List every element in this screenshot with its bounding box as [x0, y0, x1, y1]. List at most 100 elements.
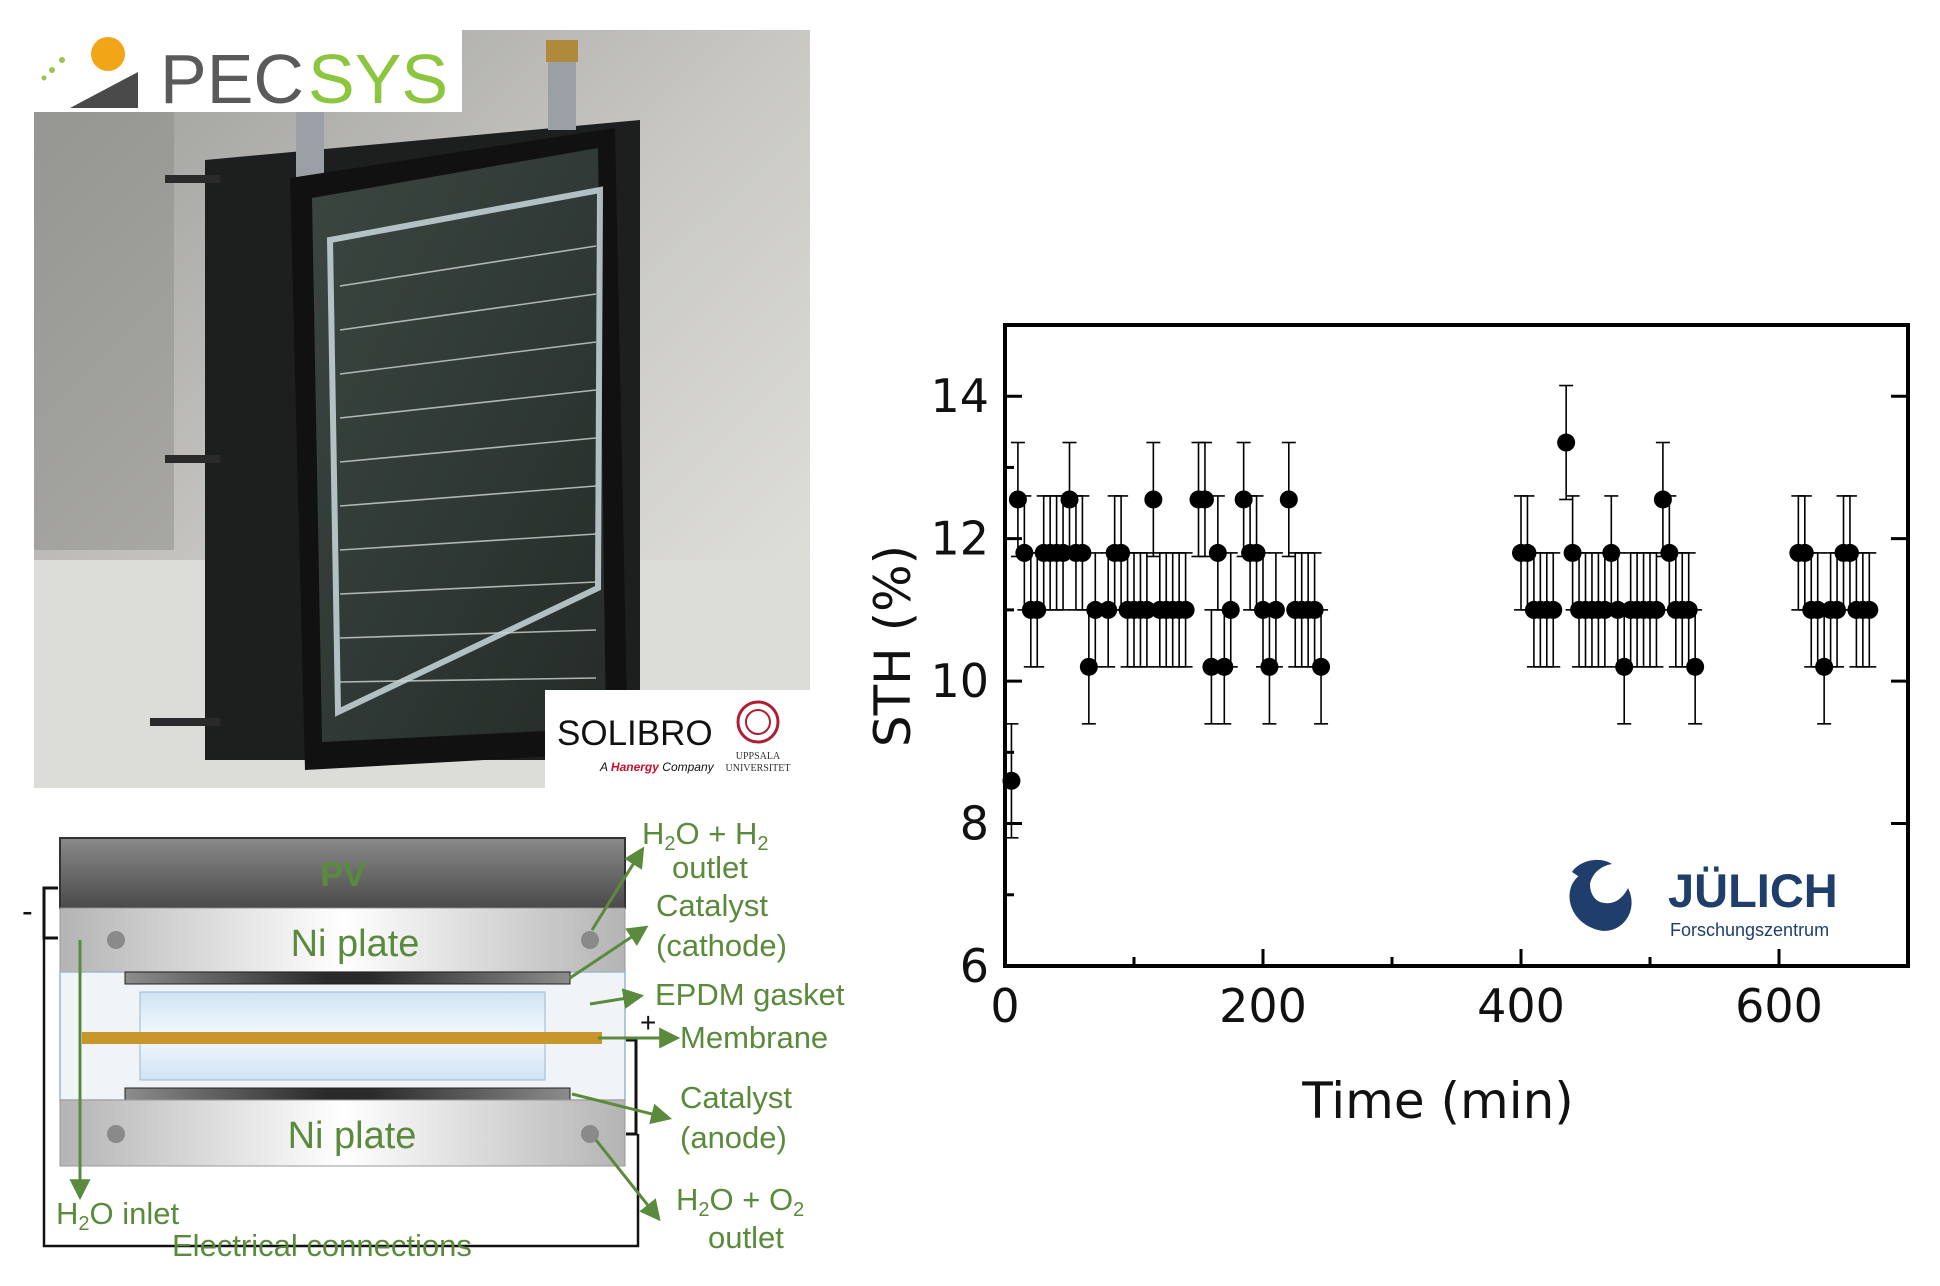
pv-layer: [59, 837, 626, 909]
membrane: [82, 1032, 602, 1044]
data-point: [1660, 543, 1679, 562]
y-tick-label: 12: [930, 512, 989, 566]
data-point: [1099, 600, 1118, 619]
solibro-tag-c: Company: [659, 760, 715, 774]
data-point: [1518, 543, 1537, 562]
data-points: [1002, 433, 1879, 790]
data-point: [1312, 657, 1331, 676]
data-point: [1815, 657, 1834, 676]
label-h2o-h2-line1: H2O + H2: [642, 816, 768, 855]
data-point: [1686, 657, 1705, 676]
data-point: [1008, 490, 1027, 509]
y-tick-label: 6: [960, 939, 989, 993]
ni-plate-top: [59, 907, 626, 973]
data-point: [1254, 600, 1272, 619]
uppsala-seal-icon: [736, 700, 780, 744]
data-point: [1653, 490, 1672, 509]
sth-chart: 0 200 400 600 6 8 10 12 14 Time (min) STH (%): [864, 323, 1910, 1130]
svg-text:A Hanergy Company: A Hanergy Company: [599, 760, 715, 774]
data-point: [1602, 543, 1621, 562]
label-h2o-o2-line1: H2O + O2: [676, 1182, 804, 1221]
label-h2o-inlet: H2O inlet: [56, 1196, 179, 1235]
data-point: [1195, 490, 1214, 509]
pecsys-logo: PEC SYS: [34, 30, 462, 118]
device-photo: [34, 30, 810, 788]
sun-icon: [91, 37, 125, 71]
x-tick-label: 600: [1735, 979, 1823, 1033]
label-electrical: Electrical connections: [172, 1228, 472, 1263]
julich-text: JÜLICH: [1668, 864, 1838, 917]
data-point: [1202, 657, 1221, 676]
julich-emblem-icon: [1569, 870, 1632, 931]
data-point: [1086, 600, 1105, 619]
data-point: [1073, 543, 1092, 562]
y-tick-label: 14: [930, 369, 989, 423]
data-point: [1608, 600, 1627, 619]
data-point: [1615, 657, 1634, 676]
plot-frame: [1003, 323, 1910, 968]
x-axis-label: Time (min): [1301, 1072, 1574, 1130]
data-point: [1647, 600, 1666, 619]
data-point: [1234, 490, 1253, 509]
solibro-text: SOLIBRO: [557, 714, 713, 753]
data-point: [1215, 657, 1234, 676]
x-tick-label: 0: [990, 979, 1019, 1033]
data-point: [1563, 543, 1582, 562]
label-cat-cathode-line2: (cathode): [656, 928, 787, 963]
cell-schematic: PV Ni plate Ni plate - +: [22, 816, 845, 1263]
data-point: [1808, 600, 1827, 619]
data-point: [1028, 600, 1047, 619]
catalyst-anode: [124, 1087, 571, 1101]
axis-ticks: 0 200 400 600 6 8 10 12 14: [930, 369, 1908, 1033]
data-point: [1279, 490, 1298, 509]
y-axis-label: STH (%): [864, 545, 922, 747]
pv-label: PV: [320, 856, 366, 894]
data-point: [1176, 600, 1195, 619]
catalyst-cathode: [124, 971, 571, 985]
x-tick-label: 200: [1219, 979, 1307, 1033]
plus-sign: +: [640, 1007, 656, 1038]
label-cat-anode-line2: (anode): [680, 1120, 787, 1155]
ni-plate-bottom: [59, 1099, 626, 1167]
data-point: [1266, 600, 1285, 619]
data-point: [1595, 600, 1614, 619]
uppsala-text-2: UNIVERSITET: [726, 763, 791, 774]
minus-sign: -: [22, 893, 33, 929]
data-point: [1112, 543, 1131, 562]
y-tick-label: 10: [930, 654, 989, 708]
data-point: [1828, 600, 1847, 619]
pecsys-text-b: SYS: [308, 40, 448, 118]
data-point: [1544, 600, 1563, 619]
label-cat-cathode-line1: Catalyst: [656, 888, 768, 923]
label-cat-anode-line1: Catalyst: [680, 1080, 792, 1115]
data-point: [1137, 600, 1156, 619]
data-point: [1247, 543, 1266, 562]
label-membrane: Membrane: [680, 1020, 828, 1055]
data-point: [1860, 600, 1879, 619]
data-point: [1144, 490, 1163, 509]
solibro-tag-b: Hanergy: [611, 760, 660, 774]
data-point: [1305, 600, 1324, 619]
data-point: [1557, 433, 1576, 452]
label-h2o-h2-line2: outlet: [672, 850, 748, 885]
julich-logo: JÜLICH Forschungszentrum: [1569, 859, 1838, 940]
y-tick-label: 8: [960, 797, 989, 851]
julich-subtext: Forschungszentrum: [1670, 920, 1829, 940]
label-h2o-o2-line2: outlet: [708, 1220, 784, 1255]
solibro-tag-a: A: [599, 760, 611, 774]
data-point: [1221, 600, 1240, 619]
pecsys-text-a: PEC: [160, 40, 304, 118]
data-point: [1260, 657, 1279, 676]
solibro-logo: SOLIBRO A Hanergy Company UPPSALA UNIVER…: [545, 690, 810, 788]
data-point: [1079, 657, 1098, 676]
data-point: [1015, 543, 1034, 562]
x-tick-label: 400: [1477, 979, 1565, 1033]
ni-plate-top-label: Ni plate: [291, 923, 420, 965]
data-point: [1840, 543, 1859, 562]
ni-plate-bottom-label: Ni plate: [288, 1115, 417, 1157]
uppsala-text-1: UPPSALA: [736, 751, 781, 762]
data-point: [1060, 490, 1079, 509]
data-point: [1054, 543, 1073, 562]
data-point: [1208, 543, 1227, 562]
